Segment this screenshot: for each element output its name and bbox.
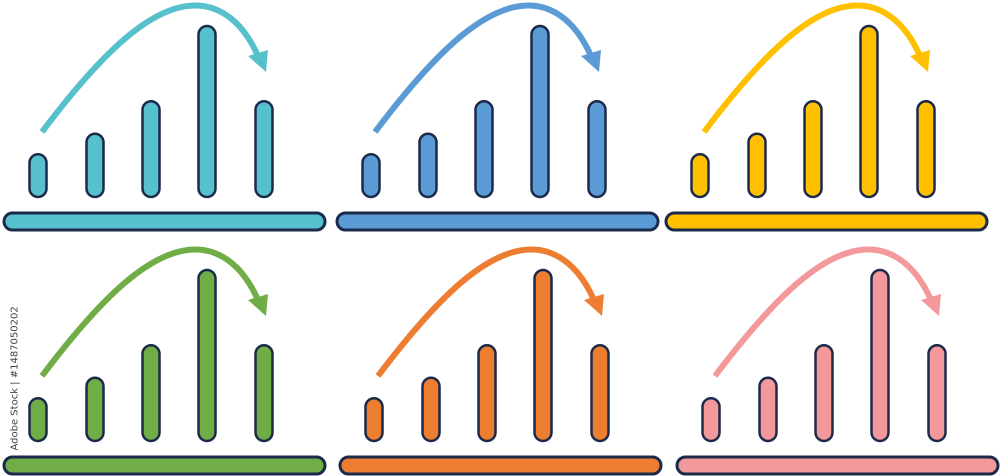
arrow-head-icon	[584, 294, 604, 316]
bar	[364, 397, 384, 443]
bar	[197, 268, 217, 443]
bar	[85, 132, 105, 199]
base-line	[675, 455, 1000, 476]
bar	[587, 99, 607, 199]
bar	[803, 99, 823, 199]
chart-icon-orange	[338, 246, 663, 476]
arrow-head-icon	[921, 294, 941, 316]
bar	[361, 153, 381, 199]
watermark: Adobe Stock | #1487050202	[9, 306, 21, 451]
arrow-head-icon	[910, 50, 930, 72]
chart-icon-yellow	[664, 2, 989, 232]
chart-icon-blue	[335, 2, 660, 232]
bar	[533, 268, 553, 443]
bar	[590, 343, 610, 443]
base-line	[2, 211, 327, 232]
bar	[916, 99, 936, 199]
chart-icon-pink	[675, 246, 1000, 476]
chart-icon-teal	[2, 2, 327, 232]
base-line	[664, 211, 989, 232]
arrow-head-icon	[248, 294, 268, 316]
bar	[254, 99, 274, 199]
bar	[701, 397, 721, 443]
bar	[927, 343, 947, 443]
bar	[141, 99, 161, 199]
trend-arrow-curve	[39, 246, 261, 378]
base-line	[338, 455, 663, 476]
bar	[814, 343, 834, 443]
bar	[530, 24, 550, 199]
base-line	[2, 455, 327, 476]
trend-arrow-curve	[701, 2, 923, 134]
bar	[747, 132, 767, 199]
arrow-head-icon	[248, 50, 268, 72]
bar	[421, 376, 441, 443]
bar	[474, 99, 494, 199]
base-line	[335, 211, 660, 232]
trend-arrow-curve	[372, 2, 594, 134]
trend-arrow-curve	[375, 246, 597, 378]
bar	[859, 24, 879, 199]
arrow-head-icon	[581, 50, 601, 72]
bar	[690, 153, 710, 199]
bar	[870, 268, 890, 443]
bar	[758, 376, 778, 443]
bar	[254, 343, 274, 443]
bar	[141, 343, 161, 443]
bar	[197, 24, 217, 199]
bar	[477, 343, 497, 443]
trend-arrow-curve	[712, 246, 934, 378]
bar	[28, 153, 48, 199]
trend-arrow-curve	[39, 2, 261, 134]
bar	[28, 397, 48, 443]
chart-icon-green	[2, 246, 327, 476]
bar	[85, 376, 105, 443]
bar	[418, 132, 438, 199]
